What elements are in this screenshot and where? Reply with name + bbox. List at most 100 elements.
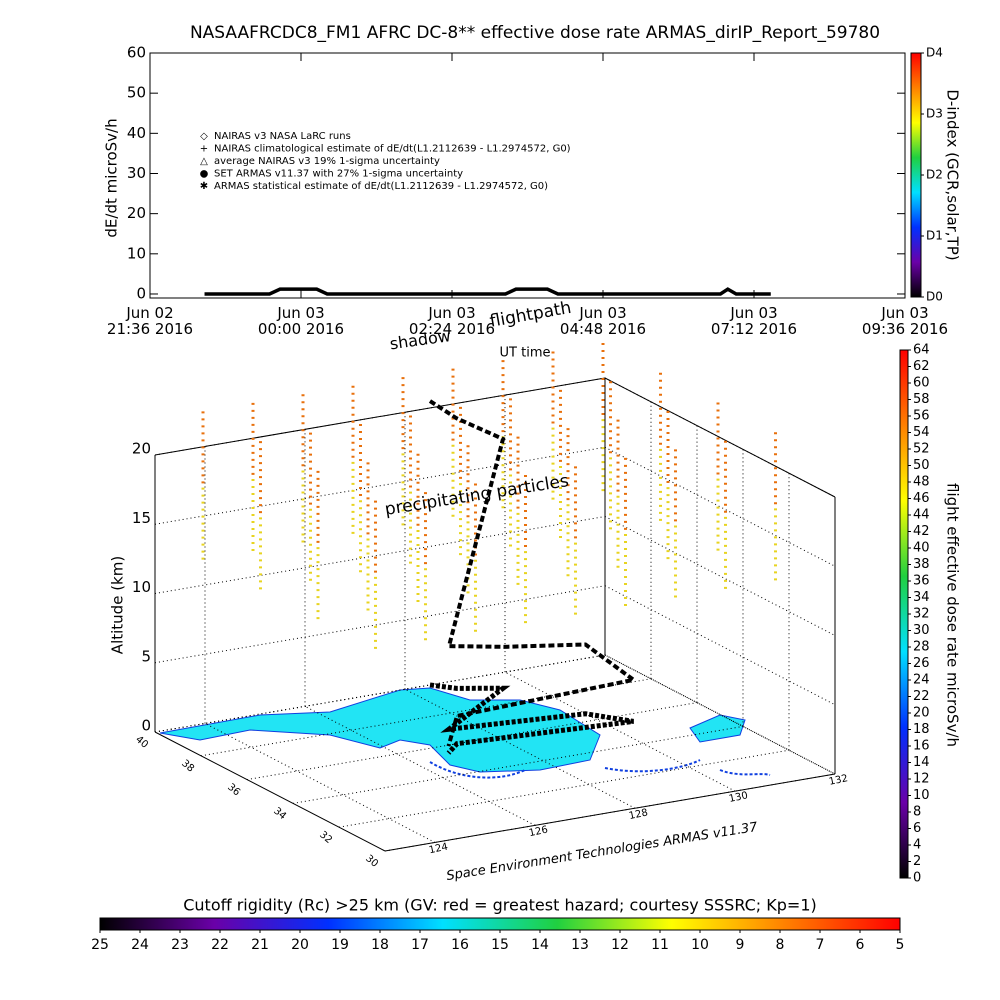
colorbar-tick-label: 30 [913, 623, 930, 638]
series-line [204, 287, 771, 296]
colorbar-tick-label: 23 [171, 937, 189, 953]
colorbar-tick-label: 28 [913, 640, 930, 655]
colorbar-tick-label: 14 [913, 755, 930, 770]
colorbar-tick-label: 15 [491, 937, 509, 953]
y-tick-label: 60 [127, 44, 146, 62]
land [689, 714, 746, 743]
y-tick-label: 0 [136, 284, 146, 302]
x-tick-label: Jun 02 21:36 2016 [107, 304, 193, 338]
colorbar-tick-label: 20 [913, 706, 930, 721]
y-tick-label: 10 [127, 244, 146, 262]
legend-label: NAIRAS v3 NASA LaRC runs [214, 131, 351, 142]
colorbar [910, 52, 922, 298]
legend-marker: + [200, 144, 208, 155]
colorbar-tick-label: 48 [913, 475, 930, 490]
colorbar-tick-label: 24 [913, 673, 930, 688]
colorbar-tick-label: 14 [531, 937, 549, 953]
colorbar-tick-label: D2 [926, 168, 943, 182]
colorbar-tick-label: 58 [913, 392, 930, 407]
colorbar-tick-label: 6 [856, 937, 865, 953]
z-tick-label: 15 [132, 509, 151, 527]
colorbar-tick-label: 16 [913, 739, 930, 754]
colorbar [99, 917, 901, 931]
plot-frame [149, 52, 906, 299]
colorbar-tick-label: 8 [913, 805, 921, 820]
grid-line [338, 749, 790, 828]
x-tick-label: 126 [528, 824, 549, 839]
z-tick-label: 0 [141, 717, 151, 735]
legend-marker: ● [200, 169, 209, 180]
colorbar-label: D-index (GCR,solar,TP) [944, 89, 962, 260]
x-tick-label: Jun 03 04:48 2016 [560, 304, 646, 338]
flight-shadow [429, 682, 634, 755]
colorbar-tick-label: 46 [913, 491, 930, 506]
colorbar-tick-label: 36 [913, 574, 930, 589]
colorbar-tick-label: D3 [926, 107, 943, 121]
x-tick-label: 128 [628, 807, 649, 822]
x-tick-label: 130 [728, 790, 749, 805]
y-tick-label: 20 [127, 204, 146, 222]
colorbar-tick-label: 32 [913, 607, 930, 622]
z-tick-label: 5 [141, 647, 151, 665]
colorbar-tick-label: 56 [913, 409, 930, 424]
colorbar-tick-label: 26 [913, 656, 930, 671]
colorbar-tick-label: 5 [896, 937, 905, 953]
colorbar-tick-label: D1 [926, 229, 943, 243]
z-tick-label: 10 [132, 578, 151, 596]
colorbar-tick-label: 6 [913, 821, 921, 836]
grid-line [154, 516, 606, 594]
box-edge [154, 731, 386, 852]
colorbar-tick-label: 0 [913, 871, 921, 886]
y-tick-label: 40 [127, 124, 146, 142]
colorbar-tick-label: 19 [331, 937, 349, 953]
legend-label: ARMAS statistical estimate of dE/dt(L1.2… [214, 181, 548, 192]
colorbar-tick-label: 18 [371, 937, 389, 953]
colorbar-tick-label: 24 [131, 937, 149, 953]
y-tick-label: 50 [127, 84, 146, 102]
colorbar-label: Cutoff rigidity (Rc) >25 km (GV: red = g… [183, 896, 817, 915]
grid-line [154, 654, 606, 733]
colorbar-tick-label: 34 [913, 590, 930, 605]
grid-line [154, 585, 606, 664]
legend-label: NAIRAS climatological estimate of dE/dt(… [214, 144, 571, 155]
colorbar-tick-label: 25 [91, 937, 109, 953]
colorbar-tick-label: 62 [913, 359, 930, 374]
colorbar-tick-label: 16 [451, 937, 469, 953]
colorbar-tick-label: D0 [926, 290, 943, 304]
colorbar-tick-label: 18 [913, 722, 930, 737]
x-tick-label: Jun 03 00:00 2016 [258, 304, 344, 338]
colorbar-tick-label: 4 [913, 838, 921, 853]
colorbar-tick-label: 22 [913, 689, 930, 704]
colorbar-tick-label: 52 [913, 442, 930, 457]
colorbar-tick-label: 13 [571, 937, 589, 953]
colorbar-tick-label: 21 [251, 937, 269, 953]
colorbar-tick-label: 20 [291, 937, 309, 953]
z-tick-label: 20 [132, 440, 151, 458]
colorbar-tick-label: 54 [913, 425, 930, 440]
flightpath [428, 399, 639, 747]
y-axis-label: dE/dt microSv/h [103, 118, 121, 237]
colorbar-tick-label: 8 [776, 937, 785, 953]
legend-marker: ◇ [200, 131, 208, 142]
colorbar-tick-label: 64 [913, 343, 930, 358]
y-tick-label: 30 [127, 164, 146, 182]
grid-line [154, 377, 606, 456]
x-tick-label: 124 [428, 842, 449, 857]
colorbar-tick-label: 38 [913, 557, 930, 572]
colorbar-tick-label: 11 [651, 937, 669, 953]
z-axis-label: Altitude (km) [109, 556, 127, 654]
x-tick-label: 132 [828, 773, 849, 788]
legend-label: SET ARMAS v11.37 with 27% 1-sigma uncert… [214, 169, 463, 180]
colorbar-tick-label: 10 [691, 937, 709, 953]
coastline [429, 759, 771, 779]
legend-marker: △ [200, 156, 208, 167]
legend-label: average NAIRAS v3 19% 1-sigma uncertaint… [214, 156, 440, 167]
colorbar-tick-label: 60 [913, 376, 930, 391]
colorbar-tick-label: 12 [611, 937, 629, 953]
colorbar-tick-label: 50 [913, 458, 930, 473]
x-tick-label: Jun 03 02:24 2016 [409, 304, 495, 338]
colorbar-tick-label: 17 [411, 937, 429, 953]
colorbar-tick-label: 10 [913, 788, 930, 803]
